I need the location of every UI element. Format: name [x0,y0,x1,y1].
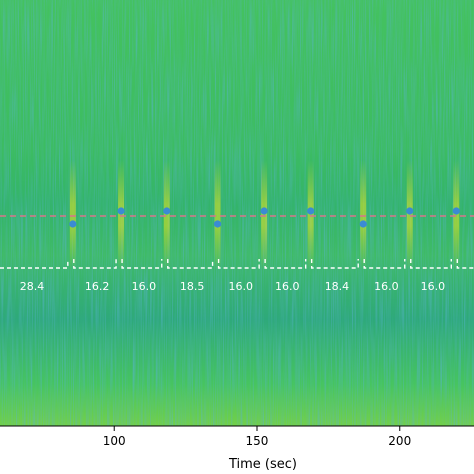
interval-label-3: 18.5 [180,280,205,293]
x-axis-label: Time (sec) [228,457,297,472]
x-tick-label-1: 150 [246,434,269,448]
interval-label-4: 16.0 [228,280,253,293]
event-flash-0 [69,160,76,270]
interval-label-0: 28.4 [20,280,45,293]
event-marker-7 [406,207,414,215]
interval-label-1: 16.2 [85,280,110,293]
interval-label-6: 18.4 [325,280,350,293]
event-flash-1 [118,160,125,270]
event-flash-8 [453,160,460,270]
event-marker-8 [452,207,460,215]
event-flash-4 [261,160,268,270]
event-flash-6 [360,160,367,270]
event-flash-2 [163,160,170,270]
interval-label-8: 16.0 [421,280,446,293]
event-markers [69,207,460,228]
event-marker-3 [213,220,222,228]
onset-dashed-line [0,259,474,269]
event-marker-5 [307,207,315,215]
x-axis-ticks: 100 150 200 [103,426,411,448]
plot-area: 28.4 16.2 16.0 18.5 16.0 16.0 18.4 16.0 16.0 [0,0,474,426]
interval-label-5: 16.0 [275,280,300,293]
spectrogram-texture [0,0,474,426]
interval-label-7: 16.0 [374,280,399,293]
x-tick-label-0: 100 [103,434,126,448]
event-flashes [69,160,460,270]
event-marker-6 [359,220,367,228]
event-marker-2 [163,207,171,215]
event-marker-1 [117,207,125,215]
event-flash-7 [406,160,413,270]
event-flash-3 [214,160,221,270]
event-flash-5 [307,160,314,270]
interval-labels: 28.4 16.2 16.0 18.5 16.0 16.0 18.4 16.0 16.0 [20,280,445,293]
event-marker-4 [260,207,268,215]
event-marker-0 [69,220,77,228]
x-tick-label-2: 200 [388,434,411,448]
interval-label-2: 16.0 [132,280,157,293]
